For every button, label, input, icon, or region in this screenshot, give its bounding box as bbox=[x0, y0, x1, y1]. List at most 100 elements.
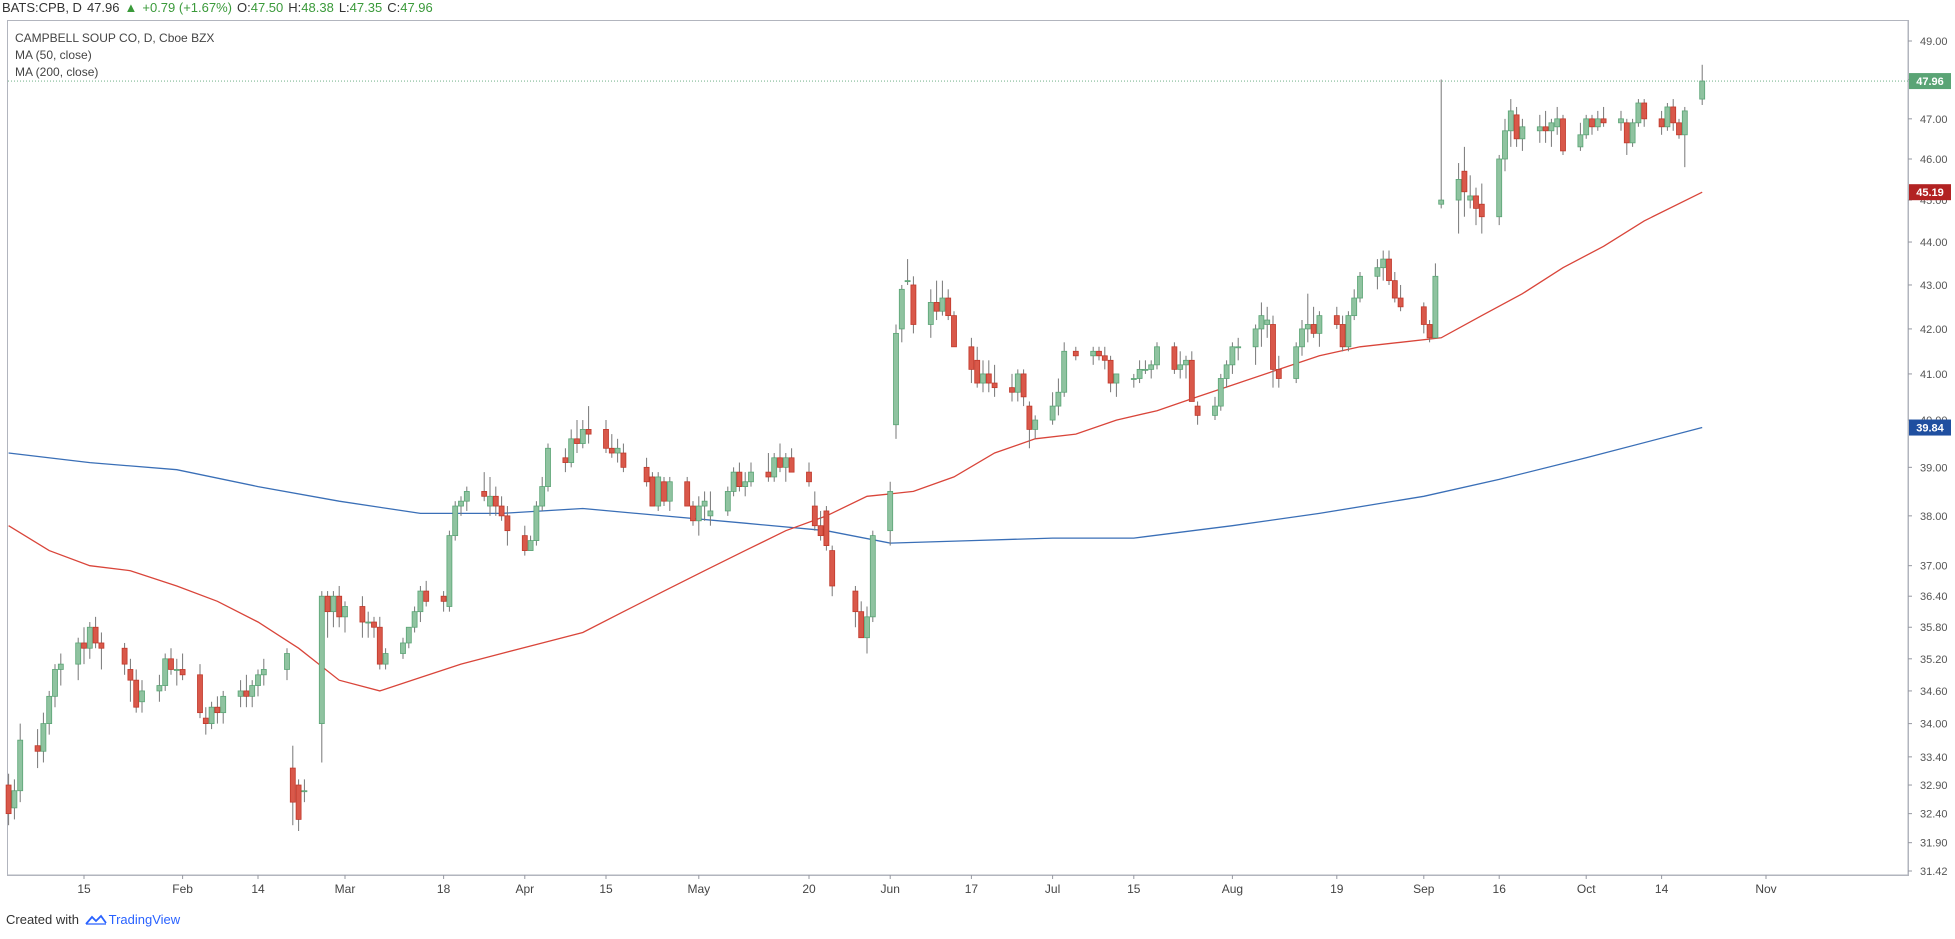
candle[interactable] bbox=[1090, 346, 1097, 365]
candle[interactable] bbox=[289, 745, 296, 826]
candle[interactable] bbox=[1223, 360, 1230, 388]
candle[interactable] bbox=[1101, 346, 1108, 370]
candle[interactable] bbox=[1664, 103, 1671, 131]
candle[interactable] bbox=[98, 632, 105, 670]
y-axis[interactable]: 31.42 31.90 32.40 32.90 33.40 34.00 34.60 35.20… bbox=[1907, 21, 1948, 878]
candle[interactable] bbox=[1600, 106, 1607, 127]
candle[interactable] bbox=[295, 779, 302, 832]
candle[interactable] bbox=[968, 337, 975, 384]
candle[interactable] bbox=[695, 496, 702, 536]
candle[interactable] bbox=[620, 443, 627, 473]
candle[interactable] bbox=[260, 658, 267, 686]
candle[interactable] bbox=[1618, 110, 1624, 131]
candle[interactable] bbox=[1391, 271, 1398, 303]
candle[interactable] bbox=[46, 690, 53, 735]
candle[interactable] bbox=[1467, 175, 1474, 209]
candle[interactable] bbox=[1107, 355, 1114, 393]
candle[interactable] bbox=[34, 729, 41, 769]
candle[interactable] bbox=[1594, 110, 1601, 131]
candle[interactable] bbox=[243, 674, 250, 708]
candle[interactable] bbox=[139, 680, 145, 713]
candle[interactable] bbox=[1554, 106, 1561, 135]
candle[interactable] bbox=[1502, 118, 1508, 172]
candle[interactable] bbox=[539, 476, 546, 511]
candle[interactable] bbox=[214, 696, 221, 724]
candle[interactable] bbox=[927, 289, 934, 338]
candle[interactable] bbox=[237, 680, 244, 708]
candle[interactable] bbox=[1136, 360, 1143, 384]
candle[interactable] bbox=[829, 545, 836, 597]
candle[interactable] bbox=[1397, 284, 1404, 312]
candle[interactable] bbox=[898, 284, 905, 343]
candle[interactable] bbox=[777, 443, 783, 473]
candle[interactable] bbox=[17, 723, 24, 803]
candle[interactable] bbox=[869, 530, 876, 623]
candle[interactable] bbox=[852, 585, 859, 628]
candle[interactable] bbox=[748, 462, 754, 487]
candle[interactable] bbox=[1339, 315, 1346, 352]
candle[interactable] bbox=[1577, 122, 1584, 151]
candle[interactable] bbox=[487, 476, 493, 516]
candle[interactable] bbox=[1212, 396, 1218, 421]
candle[interactable] bbox=[1183, 355, 1189, 379]
candle[interactable] bbox=[452, 501, 459, 541]
candle[interactable] bbox=[1513, 106, 1520, 147]
candle[interactable] bbox=[1676, 118, 1682, 139]
candle[interactable] bbox=[197, 664, 203, 719]
candle[interactable] bbox=[939, 280, 946, 316]
candle[interactable] bbox=[742, 472, 749, 497]
candle[interactable] bbox=[1177, 351, 1184, 379]
candle[interactable] bbox=[1270, 315, 1276, 388]
candle[interactable] bbox=[463, 486, 470, 511]
candle[interactable] bbox=[1188, 351, 1195, 402]
candle[interactable] bbox=[1583, 114, 1590, 139]
candle[interactable] bbox=[1304, 293, 1311, 343]
candle[interactable] bbox=[1426, 320, 1433, 343]
candle[interactable] bbox=[1461, 146, 1468, 217]
candle[interactable] bbox=[1072, 346, 1079, 361]
x-axis[interactable]: 15 Feb 14 Mar 18 Apr 15 May 20 Jun 17 Jul 15 Aug 19 Sep… bbox=[8, 874, 1908, 896]
candle[interactable] bbox=[318, 591, 325, 763]
candle[interactable] bbox=[1194, 401, 1201, 425]
candle[interactable] bbox=[887, 481, 894, 546]
candle[interactable] bbox=[1629, 118, 1636, 147]
candle[interactable] bbox=[1275, 355, 1282, 388]
candle[interactable] bbox=[823, 506, 830, 551]
candle[interactable] bbox=[92, 616, 99, 649]
candle[interactable] bbox=[1009, 373, 1015, 402]
candle[interactable] bbox=[893, 324, 899, 439]
candle[interactable] bbox=[342, 601, 348, 633]
legend-ma200[interactable]: MA (200, close) bbox=[15, 65, 99, 79]
candle[interactable] bbox=[765, 453, 772, 482]
candle[interactable] bbox=[974, 346, 981, 388]
candle[interactable] bbox=[910, 276, 917, 334]
candle[interactable] bbox=[1252, 324, 1259, 365]
tradingview-link[interactable]: TradingView bbox=[108, 912, 181, 927]
candle[interactable] bbox=[1154, 342, 1160, 370]
candle[interactable] bbox=[133, 669, 140, 713]
candle[interactable] bbox=[527, 535, 534, 551]
candle[interactable] bbox=[1258, 302, 1265, 347]
candle[interactable] bbox=[11, 779, 18, 820]
candle[interactable] bbox=[980, 360, 986, 393]
candle[interactable] bbox=[707, 491, 714, 526]
candle[interactable] bbox=[817, 510, 824, 541]
candle[interactable] bbox=[1299, 320, 1305, 356]
candle[interactable] bbox=[417, 585, 424, 623]
candle[interactable] bbox=[359, 596, 366, 638]
candle[interactable] bbox=[603, 420, 609, 454]
candle[interactable] bbox=[1641, 99, 1648, 127]
candle[interactable] bbox=[423, 580, 430, 607]
candle[interactable] bbox=[574, 420, 580, 454]
candle[interactable] bbox=[1357, 271, 1363, 303]
candle[interactable] bbox=[202, 707, 209, 735]
candle[interactable] bbox=[1386, 250, 1392, 285]
candle[interactable] bbox=[1049, 392, 1056, 425]
candle[interactable] bbox=[1681, 106, 1688, 168]
candle[interactable] bbox=[1235, 337, 1242, 361]
candle[interactable] bbox=[127, 658, 134, 702]
candle[interactable] bbox=[782, 453, 789, 482]
candle[interactable] bbox=[585, 406, 592, 444]
candle[interactable] bbox=[405, 626, 412, 649]
